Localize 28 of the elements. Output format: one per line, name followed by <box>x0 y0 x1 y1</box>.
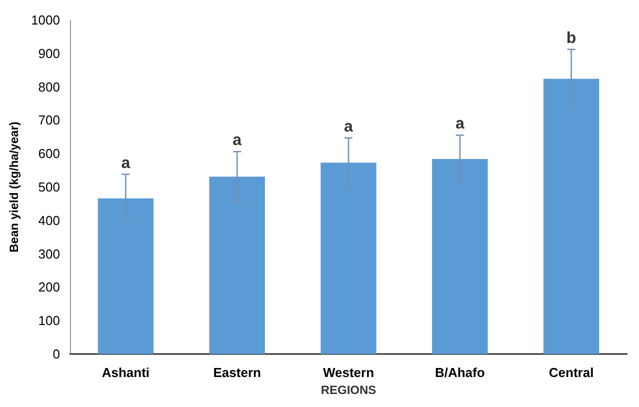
x-tick-label: Eastern <box>213 365 261 380</box>
y-tick-label: 1000 <box>31 12 60 28</box>
bar <box>320 162 376 354</box>
y-tick-label: 300 <box>38 246 60 262</box>
bar <box>209 176 265 354</box>
x-tick-label: Ashanti <box>102 365 150 380</box>
annotation: a <box>344 118 354 136</box>
bar <box>543 78 600 354</box>
annotation: a <box>121 154 130 172</box>
x-axis-title: REGIONS <box>320 382 376 397</box>
y-tick-label: 700 <box>38 112 60 128</box>
y-tick-label: 500 <box>38 180 60 194</box>
annotation: b <box>566 30 576 47</box>
y-tick-label: 0 <box>52 346 60 362</box>
bar <box>432 158 488 354</box>
annotation: a <box>455 116 464 133</box>
x-tick-label: B/Ahafo <box>434 365 485 380</box>
x-tick-label: Western <box>322 365 374 380</box>
y-tick-label: 400 <box>38 212 60 228</box>
y-tick-label: 600 <box>38 146 60 162</box>
bar <box>98 198 154 354</box>
y-tick-label: 200 <box>38 280 60 295</box>
y-tick-label: 800 <box>38 79 60 94</box>
y-tick-label: 900 <box>38 46 60 61</box>
annotation: a <box>232 132 242 150</box>
y-tick-label: 100 <box>38 313 60 328</box>
x-tick-label: Central <box>548 365 594 380</box>
y-axis-title: Bean yield (kg/ha/year) <box>7 122 22 252</box>
